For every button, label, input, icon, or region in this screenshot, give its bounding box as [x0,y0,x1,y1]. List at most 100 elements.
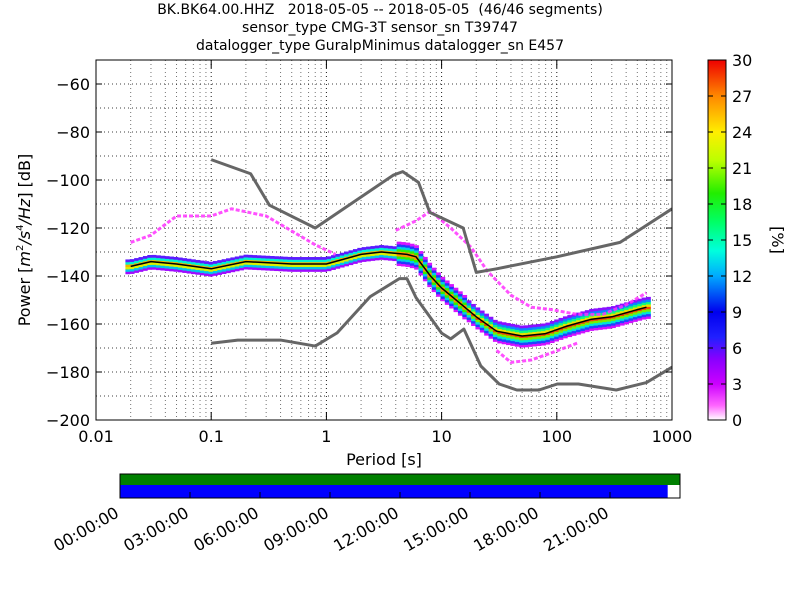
density-cell [256,267,262,271]
density-cell [475,319,481,323]
density-cell [562,330,568,334]
density-cell [287,259,293,263]
colorbar-tick-label: 0 [732,411,742,430]
density-cell [519,339,524,343]
timeline-tick-label: 00:00:00 [50,503,122,555]
density-cell [440,288,446,292]
density-cell [313,261,319,265]
x-axis-label: Period [s] [346,450,422,469]
density-cell [492,336,498,340]
density-cell [252,255,258,258]
density-cell [497,326,503,330]
density-cell [243,261,249,265]
timeline-tick-label: 15:00:00 [400,503,472,555]
density-cell [326,265,332,269]
density-cell [580,325,586,329]
density-cell [313,266,319,270]
density-cell [383,250,389,254]
density-cell [396,248,402,252]
density-cell [558,337,564,340]
density-cell [169,258,174,262]
density-cell [440,298,446,302]
density-cell [576,319,581,323]
density-cell [401,258,406,262]
density-cell [497,323,503,327]
density-cell [427,269,433,273]
density-cell [597,310,603,314]
density-cell [300,269,306,272]
density-cell [431,277,437,281]
density-cell [414,247,419,251]
density-cell [304,257,310,260]
density-cell [269,265,275,269]
density-cell [191,266,196,270]
density-cell [462,306,468,310]
density-cell [523,327,529,331]
density-cell [138,259,144,263]
timeline-tick-label: 18:00:00 [470,503,542,555]
density-cell [287,261,293,265]
density-cell [304,264,310,268]
density-cell [304,261,310,265]
colorbar-tick-label: 24 [732,123,752,142]
density-cell [199,262,205,266]
density-cell [497,333,503,337]
density-cell [252,262,258,266]
density-cell [532,336,538,340]
density-cell [611,320,616,324]
density-cell [374,252,380,256]
density-cell [392,258,398,262]
density-cell [304,259,310,263]
density-cell [392,253,398,257]
density-cell [261,265,266,268]
density-cell [436,284,441,288]
density-cell [440,296,446,299]
colorbar-tick-label: 3 [732,375,742,394]
density-cell [479,327,485,331]
density-cell [506,323,511,326]
density-cell [637,303,643,307]
density-cell [387,255,393,259]
density-cell [488,335,494,339]
density-cell [361,256,367,260]
density-cell [401,263,406,267]
density-cell [488,328,494,332]
density-cell [506,327,511,331]
density-cell [602,314,608,318]
density-cell [177,264,183,268]
density-cell [291,269,297,272]
density-cell [619,317,625,321]
density-cell [444,302,450,305]
density-cell [186,261,192,264]
x-tick-label: 1 [321,427,331,446]
density-cell [256,257,262,261]
density-cell [536,331,542,334]
density-cell [506,330,511,334]
density-cell [606,321,612,325]
density-cell [247,266,253,270]
density-cell [628,317,634,321]
density-cell [431,279,437,283]
density-cell [589,328,594,331]
density-cell [186,268,192,272]
timeline-coverage-top [120,474,680,485]
density-cell [514,341,520,345]
density-cell [230,259,236,263]
density-cell [558,334,564,338]
density-cell [256,260,262,263]
density-cell [567,317,573,321]
density-cell [457,293,463,297]
density-cell [396,263,402,267]
density-cell [392,251,398,254]
density-cell [514,329,520,333]
colorbar-tick-label: 9 [732,303,742,322]
density-cell [405,256,411,260]
density-cell [352,258,358,262]
density-cell [212,263,218,267]
density-cell [471,318,476,322]
density-cell [606,314,612,317]
density-cell [177,259,183,263]
density-cell [646,304,651,307]
density-cell [335,263,341,267]
density-cell [580,328,586,331]
